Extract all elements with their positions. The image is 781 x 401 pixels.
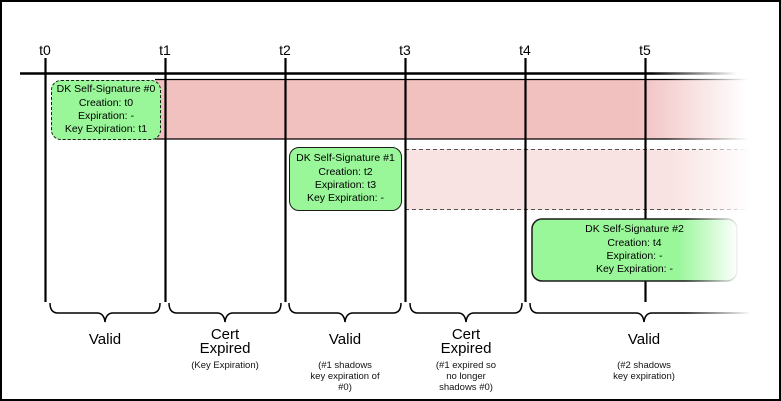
tick-label-t2: t2 — [279, 42, 291, 58]
signature-box-1: DK Self-Signature #1 Creation: t2 Expira… — [289, 147, 402, 211]
period-note: (#2 shadows key expiration) — [613, 360, 675, 382]
tick-label-t4: t4 — [519, 42, 531, 58]
tick-label-t5: t5 — [639, 42, 651, 58]
period-valid-3: Valid (#2 shadows key expiration) — [569, 331, 719, 382]
period-cert-expired-2: Cert Expired (#1 expired so no longer sh… — [391, 326, 541, 393]
signature-box-2-shape — [531, 218, 738, 282]
tick-label-t0: t0 — [39, 42, 51, 58]
expired-band-sig0 — [155, 79, 758, 139]
signature-title: DK Self-Signature #2 — [585, 223, 684, 236]
signature-expiration: Expiration: - — [606, 250, 663, 262]
period-label: Cert Expired — [199, 326, 251, 357]
signature-title: DK Self-Signature #0 — [56, 83, 156, 96]
period-note: (#1 shadows key expiration of #0) — [310, 360, 380, 393]
signature-key-expiration: Key Expiration: - — [306, 192, 385, 205]
signature-key-expiration: Key Expiration: t1 — [64, 123, 148, 136]
period-cert-expired-1: Cert Expired (Key Expiration) — [150, 326, 300, 371]
period-label: Valid — [627, 331, 661, 348]
brace-cert-expired-2 — [409, 302, 523, 323]
tick-label-t1: t1 — [159, 42, 171, 58]
brace-cert-expired-1 — [168, 302, 282, 323]
signature-box-0: DK Self-Signature #0 Creation: t0 Expira… — [51, 80, 161, 140]
signature-key-expiration: Key Expiration: - — [595, 263, 674, 276]
brace-valid-1 — [49, 302, 161, 323]
period-valid-1: Valid — [30, 331, 180, 360]
signature-creation: Creation: t2 — [318, 165, 373, 178]
period-braces — [49, 302, 759, 323]
brace-valid-3 — [529, 302, 759, 323]
period-label: Cert Expired — [440, 326, 492, 357]
signature-expiration: Expiration: - — [77, 110, 135, 122]
signature-creation: Creation: t0 — [78, 96, 134, 109]
tick-label-t3: t3 — [399, 42, 411, 58]
brace-valid-2 — [288, 302, 402, 323]
period-label: Valid — [88, 331, 122, 348]
period-note: (#1 expired so no longer shadows #0) — [435, 360, 497, 393]
period-valid-2: Valid (#1 shadows key expiration of #0) — [270, 331, 420, 393]
signature-box-2: DK Self-Signature #2 Creation: t4 Expira… — [532, 219, 737, 281]
signature-title: DK Self-Signature #1 — [296, 152, 395, 165]
signature-creation: Creation: t4 — [607, 236, 662, 249]
period-note: (Key Expiration) — [191, 360, 259, 371]
expired-band-sig1 — [405, 149, 758, 210]
period-label: Valid — [328, 331, 362, 348]
signature-expiration: Expiration: t3 — [314, 179, 377, 191]
